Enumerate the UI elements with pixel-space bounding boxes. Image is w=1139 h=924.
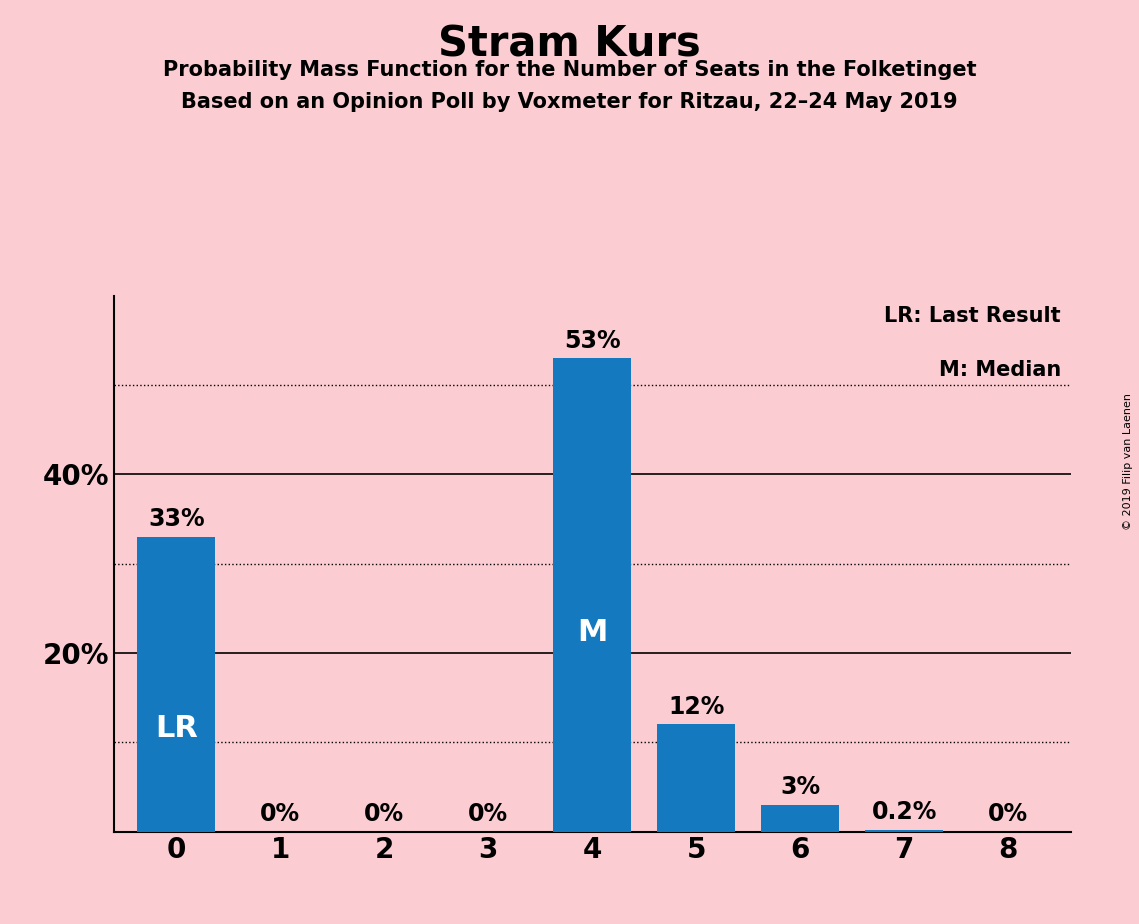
Text: LR: LR — [155, 714, 198, 743]
Text: 3%: 3% — [780, 775, 820, 799]
Text: Probability Mass Function for the Number of Seats in the Folketinget: Probability Mass Function for the Number… — [163, 60, 976, 80]
Text: 33%: 33% — [148, 507, 205, 531]
Text: LR: Last Result: LR: Last Result — [885, 307, 1062, 326]
Text: 0%: 0% — [364, 802, 404, 826]
Text: 12%: 12% — [669, 695, 724, 719]
Text: M: M — [577, 618, 607, 648]
Text: Stram Kurs: Stram Kurs — [439, 23, 700, 65]
Bar — [657, 724, 736, 832]
Text: 0%: 0% — [260, 802, 301, 826]
Text: © 2019 Filip van Laenen: © 2019 Filip van Laenen — [1123, 394, 1133, 530]
Bar — [866, 830, 943, 832]
Bar — [761, 805, 839, 832]
Bar — [138, 537, 215, 832]
Text: Based on an Opinion Poll by Voxmeter for Ritzau, 22–24 May 2019: Based on an Opinion Poll by Voxmeter for… — [181, 92, 958, 113]
Bar — [554, 359, 631, 832]
Text: 0%: 0% — [989, 802, 1029, 826]
Text: 0%: 0% — [468, 802, 508, 826]
Text: 53%: 53% — [564, 329, 621, 353]
Text: 0.2%: 0.2% — [871, 800, 937, 824]
Text: M: Median: M: Median — [939, 360, 1062, 380]
